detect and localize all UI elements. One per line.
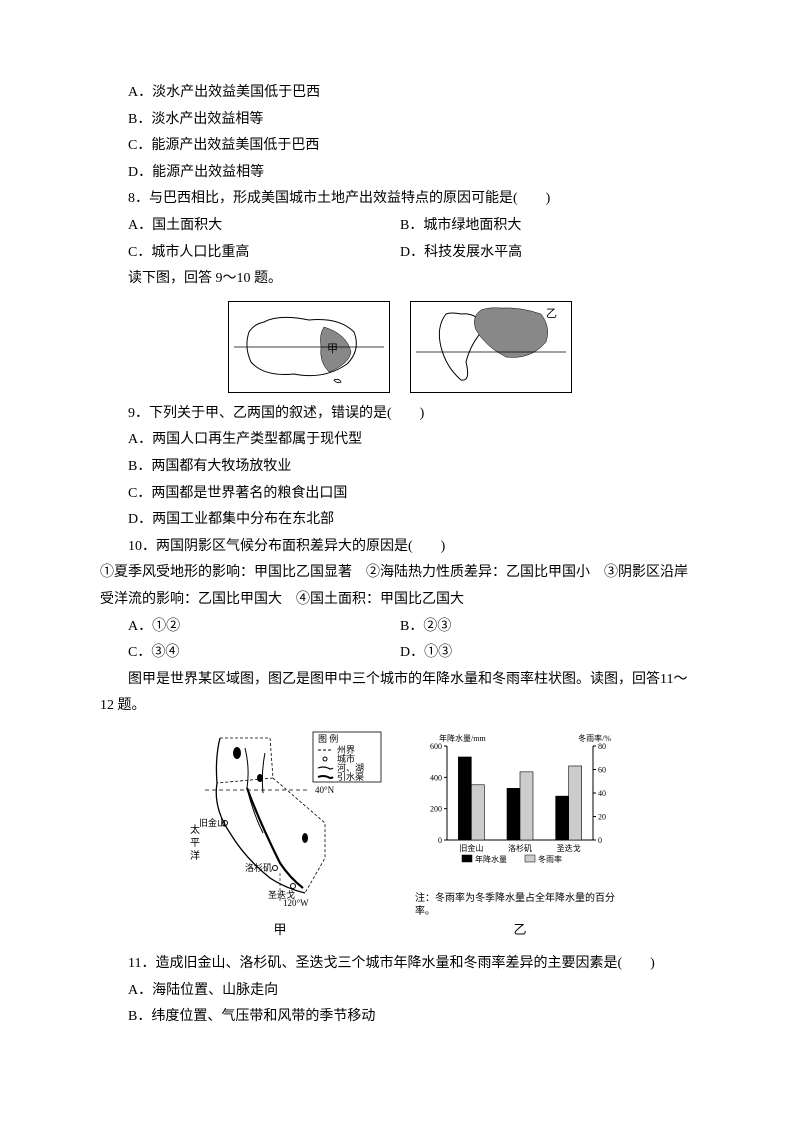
svg-text:洛杉矶: 洛杉矶 — [245, 862, 272, 873]
option-text: B．城市绿地面积大 — [400, 213, 700, 240]
australia-svg: 甲 — [229, 302, 389, 392]
svg-text:图 例: 图 例 — [318, 733, 338, 744]
svg-text:冬雨率/%: 冬雨率/% — [578, 733, 611, 743]
q9-stem: 9．下列关于甲、乙两国的叙述，错误的是( ) — [100, 401, 700, 428]
option-text: D．科技发展水平高 — [400, 240, 700, 267]
chart-caption: 乙 — [415, 918, 625, 943]
option-text: B．②③ — [400, 614, 700, 641]
figure-row-2: 图 例 州界 城市 河、湖 引水渠 40°N — [100, 728, 700, 943]
svg-text:200: 200 — [430, 805, 442, 814]
option-text: A．①② — [100, 614, 400, 641]
svg-text:40: 40 — [598, 789, 606, 798]
svg-text:年降水量/mm: 年降水量/mm — [439, 733, 486, 743]
map-label-yi: 乙 — [546, 307, 557, 320]
lead-text: 读下图，回答 9～10 题。 — [100, 266, 700, 293]
svg-text:冬雨率: 冬雨率 — [538, 854, 562, 864]
map-label-jia: 甲 — [327, 343, 338, 355]
map-california: 图 例 州界 城市 河、湖 引水渠 40°N — [175, 728, 385, 943]
svg-text:120°W: 120°W — [283, 898, 309, 908]
svg-text:40°N: 40°N — [315, 785, 335, 795]
option-text: D．①③ — [400, 640, 700, 667]
map-australia: 甲 — [228, 301, 390, 393]
option-text: C．城市人口比重高 — [100, 240, 400, 267]
svg-text:80: 80 — [598, 742, 606, 751]
figure-row-maps: 甲 乙 — [100, 301, 700, 393]
svg-text:洋: 洋 — [190, 849, 200, 862]
svg-text:平: 平 — [190, 838, 200, 849]
lead-text: 图甲是世界某区域图，图乙是图甲中三个城市的年降水量和冬雨率柱状图。读图，回答11… — [100, 667, 700, 720]
svg-text:0: 0 — [598, 836, 602, 845]
svg-text:洛杉矶: 洛杉矶 — [508, 843, 532, 853]
chart-note: 注：冬雨率为冬季降水量占全年降水量的百分率。 — [415, 892, 625, 918]
svg-text:圣迭戈: 圣迭戈 — [557, 843, 581, 853]
brazil-svg: 乙 — [411, 302, 571, 392]
svg-text:旧金山: 旧金山 — [459, 843, 483, 853]
option-text: D．能源产出效益相等 — [100, 160, 700, 187]
option-text: C．两国都是世界著名的粮食出口国 — [100, 481, 700, 508]
option-text: A．国土面积大 — [100, 213, 400, 240]
svg-text:20: 20 — [598, 812, 606, 821]
california-svg: 图 例 州界 城市 河、湖 引水渠 40°N — [175, 728, 385, 908]
q10-detail: ①夏季风受地形的影响：甲国比乙国显著 ②海陆热力性质差异：乙国比甲国小 ③阴影区… — [100, 560, 700, 613]
svg-text:400: 400 — [430, 773, 442, 782]
precip-chart: 0 200 400 600 0 20 40 60 80 年降水量/mm 冬雨率/% 旧金山 洛杉矶 圣迭戈… — [415, 728, 625, 943]
option-text: C．能源产出效益美国低于巴西 — [100, 133, 700, 160]
option-text: B．淡水产出效益相等 — [100, 107, 700, 134]
option-text: D．两国工业都集中分布在东北部 — [100, 507, 700, 534]
precip-chart-svg: 0 200 400 600 0 20 40 60 80 年降水量/mm 冬雨率/% 旧金山 洛杉矶 圣迭戈… — [415, 728, 625, 878]
svg-text:引水渠: 引水渠 — [337, 771, 364, 782]
option-text: A．淡水产出效益美国低于巴西 — [100, 80, 700, 107]
option-text: A．海陆位置、山脉走向 — [100, 978, 700, 1005]
option-text: B．纬度位置、气压带和风带的季节移动 — [100, 1004, 700, 1031]
option-text: B．两国都有大牧场放牧业 — [100, 454, 700, 481]
svg-text:600: 600 — [430, 742, 442, 751]
q11-stem: 11．造成旧金山、洛杉矶、圣迭戈三个城市年降水量和冬雨率差异的主要因素是( ) — [100, 951, 700, 978]
svg-text:年降水量: 年降水量 — [475, 854, 507, 864]
svg-text:0: 0 — [438, 836, 442, 845]
svg-text:旧金山: 旧金山 — [199, 817, 226, 828]
map-caption: 甲 — [175, 918, 385, 943]
q10-stem: 10．两国阴影区气候分布面积差异大的原因是( ) — [100, 534, 700, 561]
option-text: C．③④ — [100, 640, 400, 667]
svg-text:太: 太 — [190, 823, 200, 836]
map-brazil: 乙 — [410, 301, 572, 393]
option-text: A．两国人口再生产类型都属于现代型 — [100, 427, 700, 454]
svg-text:60: 60 — [598, 765, 606, 774]
q8-stem: 8．与巴西相比，形成美国城市土地产出效益特点的原因可能是( ) — [100, 186, 700, 213]
